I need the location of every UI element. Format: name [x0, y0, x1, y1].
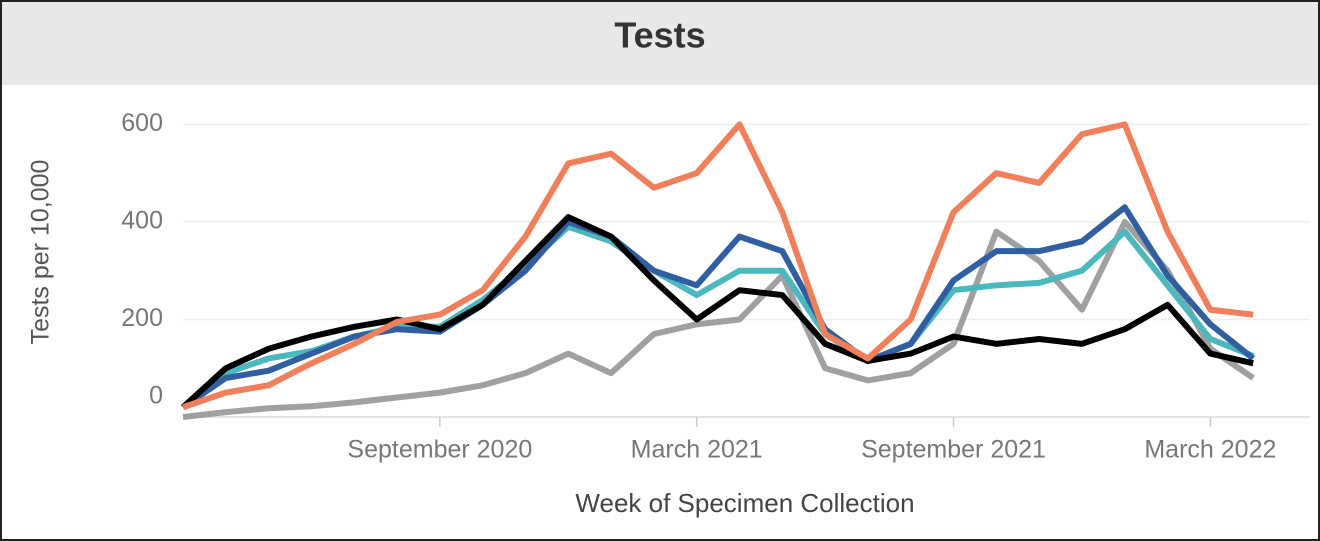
y-tick-label: 600: [121, 109, 163, 137]
x-tick-label: March 2021: [631, 436, 763, 464]
y-axis-label: Tests per 10,000: [27, 160, 55, 345]
x-tick-label: September 2021: [861, 436, 1046, 464]
series-line: [182, 121, 1254, 411]
series-line: [181, 204, 1256, 410]
header: [2, 2, 1318, 85]
x-tick-label: September 2020: [347, 436, 532, 464]
y-tick-label: 0: [149, 382, 163, 410]
series-line: [182, 218, 1255, 420]
x-axis-label: Week of Specimen Collection: [575, 488, 914, 518]
chart-title: Tests: [614, 15, 705, 56]
y-tick-label: 200: [121, 304, 163, 332]
series-line: [180, 214, 1254, 410]
y-tick-label: 400: [121, 207, 163, 235]
x-tick-label: March 2022: [1144, 436, 1276, 464]
